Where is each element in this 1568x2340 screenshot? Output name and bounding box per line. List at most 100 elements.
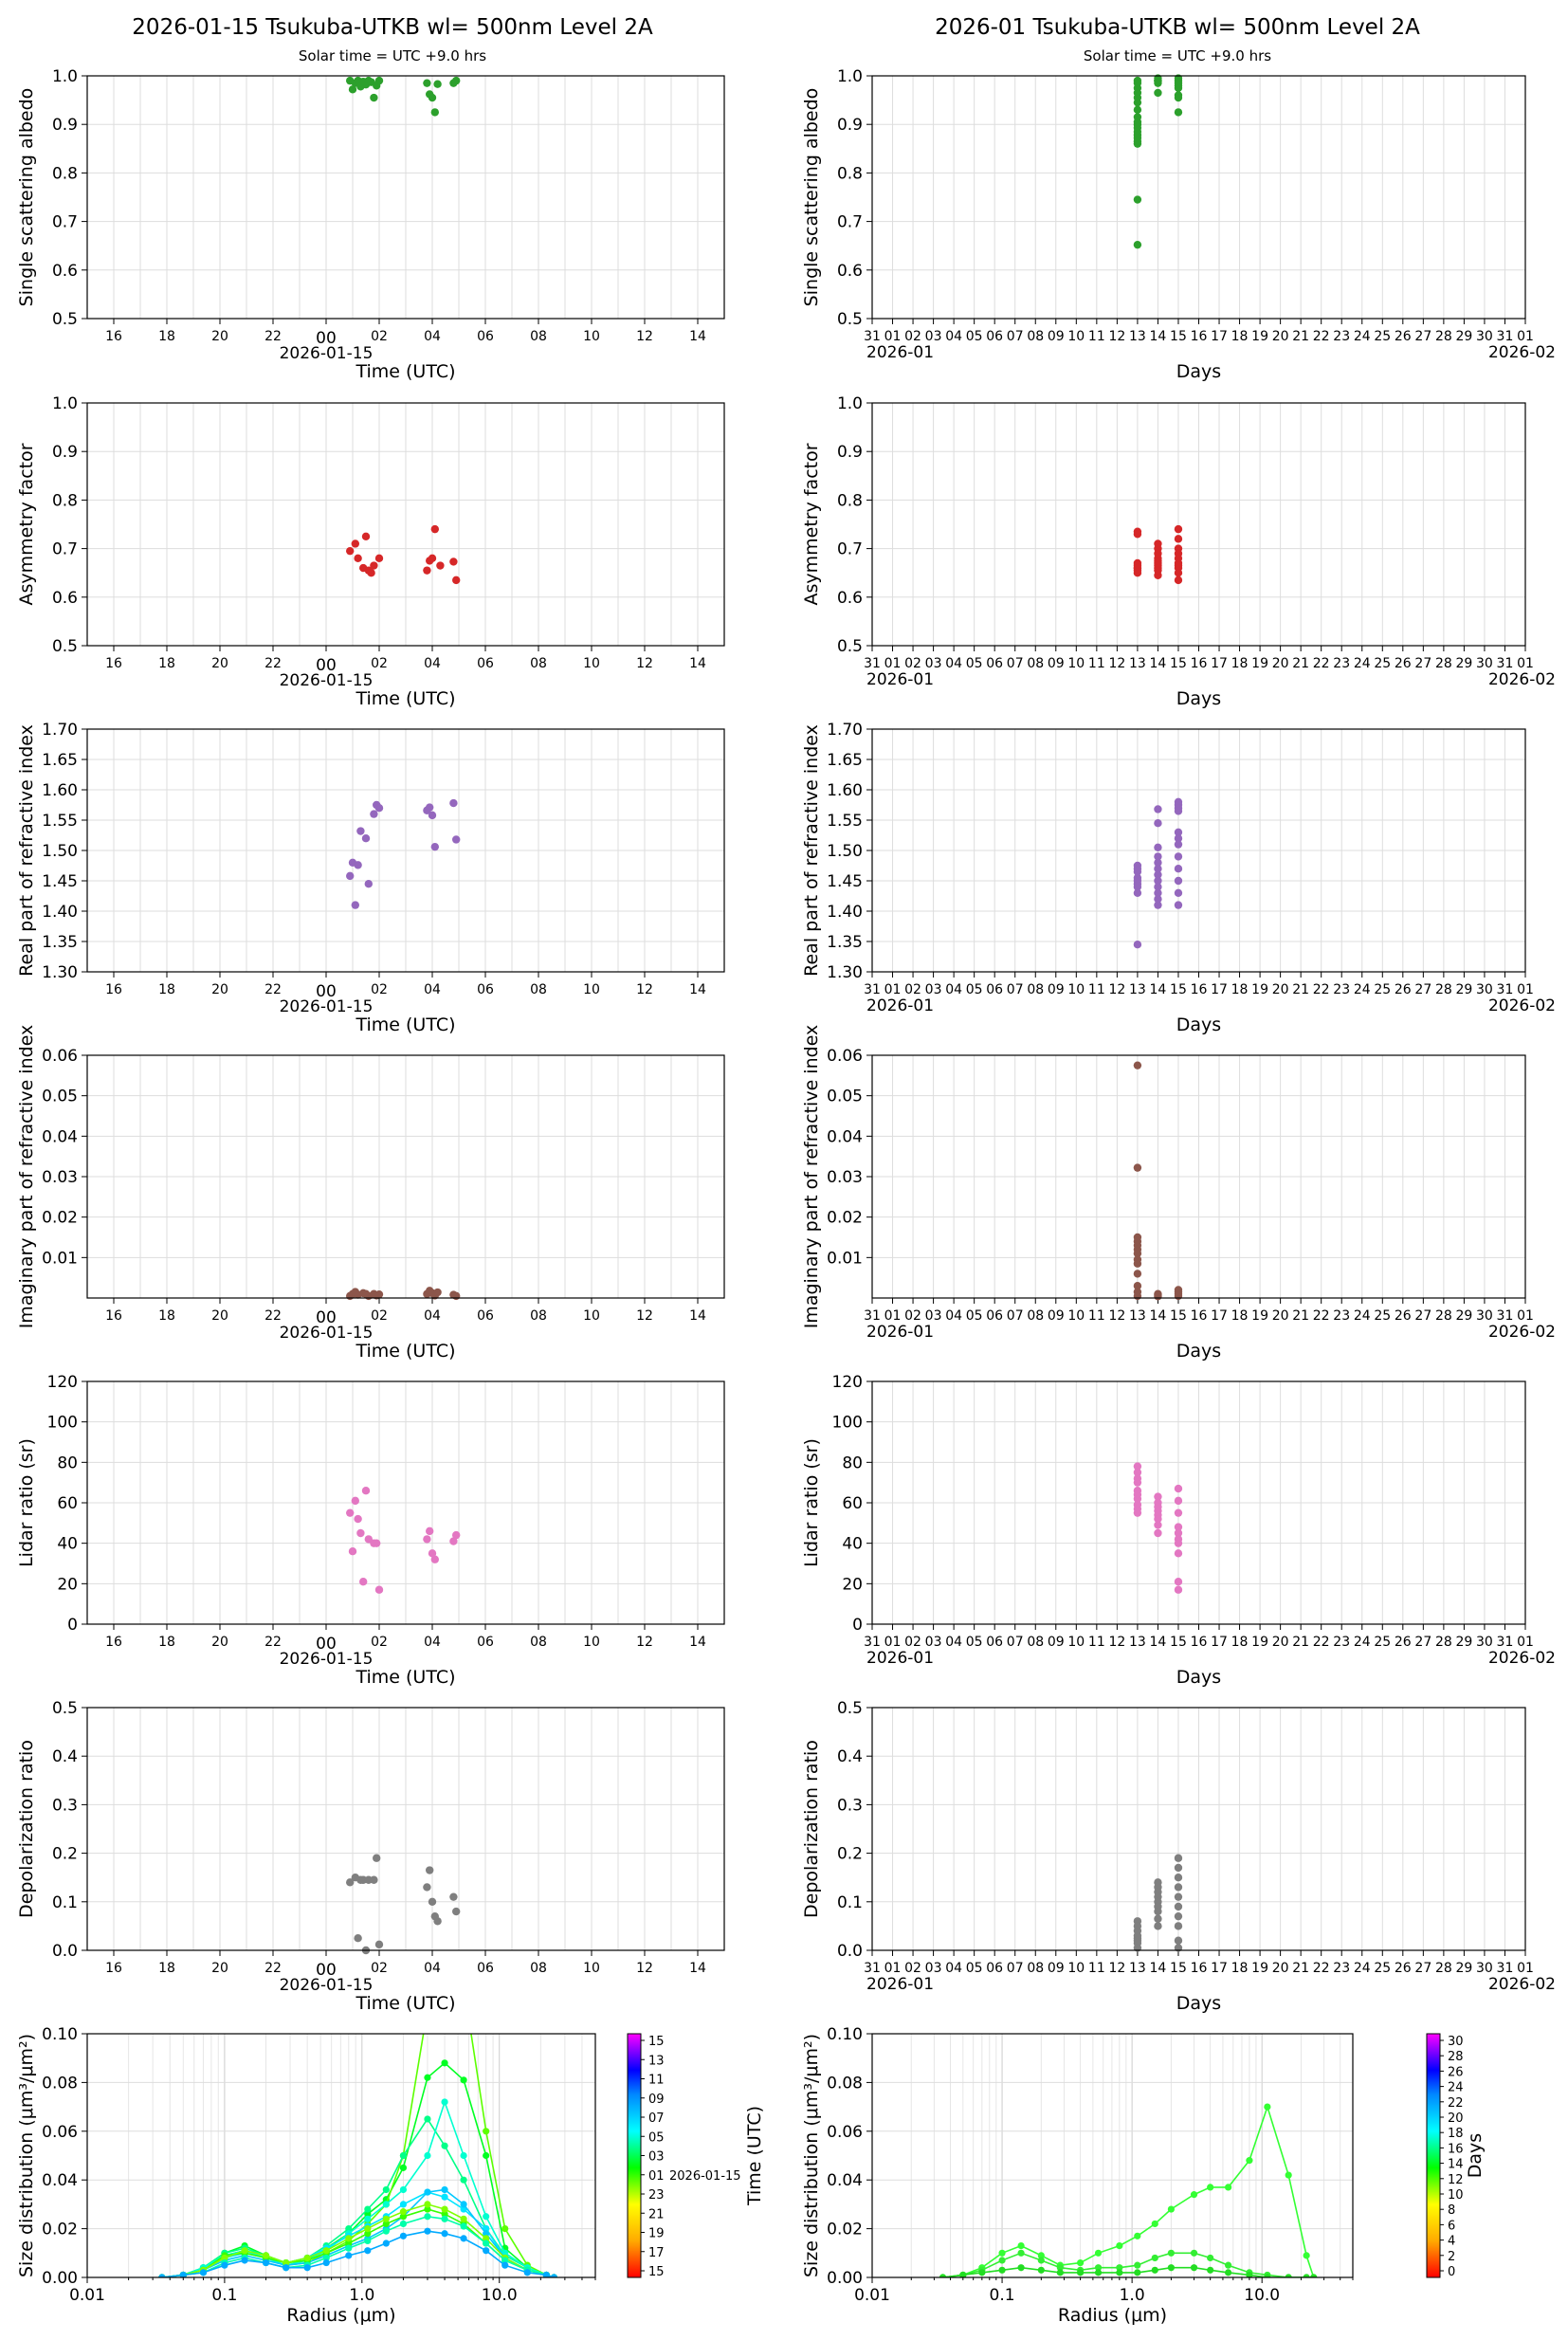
series-group <box>939 2103 1318 2277</box>
y-tick-label: 100 <box>832 1414 863 1433</box>
x-tick-label: 15 <box>1170 1635 1187 1650</box>
data-point <box>1225 2261 1232 2269</box>
x-tick-label: 05 <box>966 1635 983 1650</box>
x-tick-label: 18 <box>1231 1635 1249 1650</box>
data-point <box>399 2213 408 2221</box>
x-tick-label: 06 <box>986 1635 1003 1650</box>
y-tick-label: 0.9 <box>52 116 78 135</box>
x-tick-label: 31 <box>864 1961 881 1976</box>
x-tick-label: 21 <box>1292 329 1309 344</box>
data-point <box>452 1530 461 1540</box>
y-tick-label: 0.6 <box>52 262 78 281</box>
x-tick-label: 19 <box>1251 656 1268 671</box>
x-axis-label: Radius (μm) <box>1058 2305 1167 2326</box>
x-tick-label: 20 <box>211 1635 228 1650</box>
left-subtitle: Solar time = UTC +9.0 hrs <box>299 47 486 64</box>
x-tick-label: 11 <box>1088 1308 1105 1324</box>
data-point <box>483 2151 490 2160</box>
right-subtitle: Solar time = UTC +9.0 hrs <box>1084 47 1271 64</box>
data-point <box>452 76 461 85</box>
axes-frame <box>86 1380 725 1625</box>
x-tick-label: 29 <box>1455 1635 1472 1650</box>
axes-frame <box>86 1707 725 1951</box>
x-tick-label: 25 <box>1374 982 1391 997</box>
y-axis-label: Imaginary part of refractive index <box>16 1025 37 1329</box>
y-tick-label: 1.60 <box>42 781 78 800</box>
data-point <box>430 1555 439 1563</box>
data-point <box>364 2205 372 2213</box>
x-tick-label: 03 <box>925 982 942 997</box>
data-point <box>1133 530 1142 539</box>
x-tick-label: 30 <box>1476 982 1493 997</box>
colorbar-tick-label: 12 <box>1448 2173 1464 2187</box>
x-tick-label: 01 <box>884 1308 902 1324</box>
data-point <box>361 532 371 540</box>
x-tick-label: 21 <box>1292 1635 1309 1650</box>
data-point <box>351 901 359 909</box>
x-tick-label: 23 <box>1333 329 1350 344</box>
x-tick-label: 19 <box>1251 1635 1268 1650</box>
data-point <box>367 569 375 577</box>
data-point <box>354 554 362 563</box>
x-tick-label: 07 <box>1007 656 1024 671</box>
x-tick-label: 09 <box>1048 656 1065 671</box>
x-tick-label: 16 <box>1191 1308 1208 1324</box>
x-tick-label: 25 <box>1374 1961 1391 1976</box>
y-tick-label: 0.02 <box>827 2221 863 2239</box>
data-point <box>1174 1523 1183 1531</box>
y-tick-label: 1.50 <box>827 842 863 861</box>
data-point <box>1154 1922 1162 1930</box>
y-tick-label: 0.9 <box>837 443 863 462</box>
data-point <box>998 2257 1006 2264</box>
x-tick-label: 0.01 <box>854 2286 890 2305</box>
data-point <box>283 2258 290 2267</box>
data-point <box>1133 1270 1142 1278</box>
y-tick-label: 1.55 <box>42 812 78 831</box>
data-point <box>1174 876 1183 886</box>
y-tick-label: 0.5 <box>837 1699 863 1718</box>
y-tick-label: 0.3 <box>52 1796 78 1815</box>
x-tick-label: 18 <box>158 982 175 997</box>
axes-frame <box>86 402 725 647</box>
y-tick-label: 0.5 <box>837 310 863 329</box>
x-tick-label: 04 <box>945 1308 962 1324</box>
x-tick-label: 26 <box>1395 1961 1412 1976</box>
data-point <box>1174 1892 1183 1901</box>
data-point <box>428 93 437 102</box>
data-point <box>361 1487 371 1495</box>
x-tick-label: 15 <box>1170 656 1187 671</box>
chart-size_time: 0.00 0.02 0.04 0.06 0.08 0.10 0.01 0.1 1.0 10.0 Ra… <box>16 2025 596 2326</box>
x-tick-label: 17 <box>1211 1308 1228 1324</box>
y-axis-label: Depolarization ratio <box>16 1740 37 1918</box>
x-tick-label: 12 <box>1108 329 1125 344</box>
x-tick-label: 20 <box>1272 1961 1289 1976</box>
axes-frame <box>86 728 725 973</box>
data-point <box>399 2232 408 2239</box>
data-point <box>364 2230 372 2238</box>
y-axis-label: Imaginary part of refractive index <box>801 1025 822 1329</box>
x-tick-label: 27 <box>1414 656 1431 671</box>
data-point <box>424 2115 431 2123</box>
data-point <box>370 561 378 570</box>
data-point <box>436 561 445 570</box>
data-point <box>959 2271 967 2277</box>
y-tick-label: 0.7 <box>837 213 863 232</box>
y-tick-label: 60 <box>842 1494 863 1513</box>
series-line <box>942 2252 1314 2277</box>
x-tick-label: 12 <box>1108 1635 1125 1650</box>
data-point <box>373 1539 381 1547</box>
x-tick-label: 22 <box>1313 1961 1330 1976</box>
x-axis-label: Days <box>1176 688 1221 709</box>
x-tick-label: 27 <box>1414 329 1431 344</box>
x-tick-label: 17 <box>1211 1635 1228 1650</box>
x-tick-label: 25 <box>1374 1635 1391 1650</box>
x-tick-label: 11 <box>1088 1635 1105 1650</box>
x-tick-label: 21 <box>1292 982 1309 997</box>
x-tick-label: 16 <box>1191 329 1208 344</box>
x-tick-label: 18 <box>158 1961 175 1976</box>
colorbar-label: Days <box>1465 2133 1486 2178</box>
y-tick-label: 0.05 <box>42 1088 78 1106</box>
data-point <box>430 108 439 117</box>
colorbar-tick-label: 15 <box>648 2265 665 2279</box>
x-tick-label: 16 <box>1191 982 1208 997</box>
